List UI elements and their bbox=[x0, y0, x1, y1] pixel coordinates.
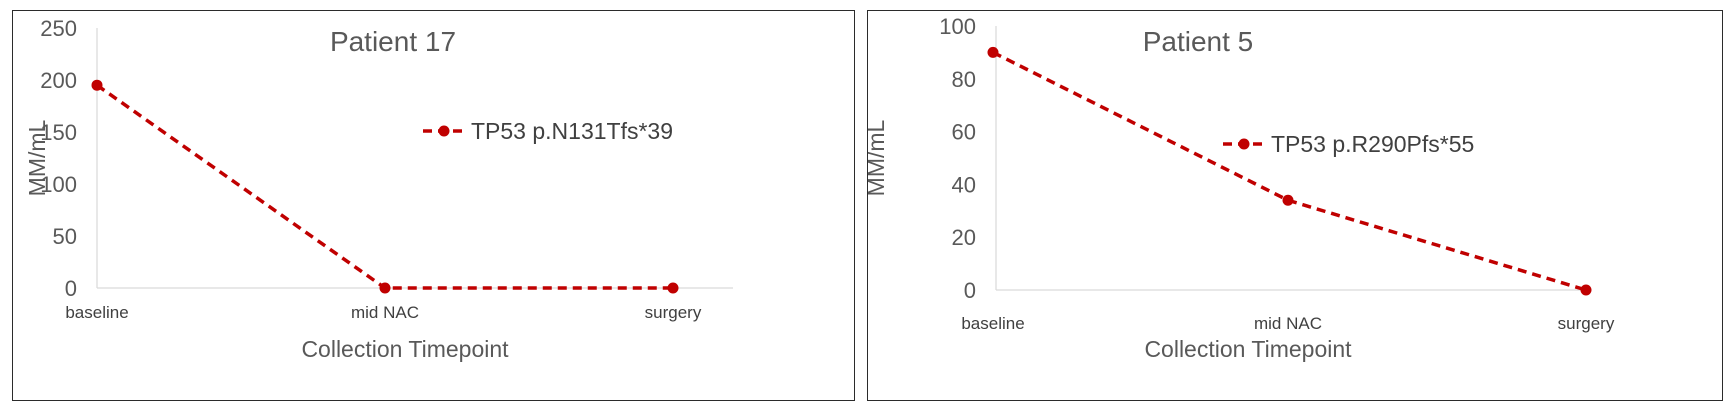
x-tick-label: surgery bbox=[1558, 314, 1615, 333]
y-tick-label: 60 bbox=[952, 120, 976, 145]
legend-swatch-marker bbox=[1238, 138, 1250, 150]
y-tick-label: 40 bbox=[952, 172, 976, 197]
y-tick-label: 150 bbox=[40, 120, 77, 145]
y-tick-label: 80 bbox=[952, 67, 976, 92]
data-point bbox=[667, 282, 679, 294]
x-tick-label: mid NAC bbox=[351, 303, 419, 322]
x-tick-label: mid NAC bbox=[1254, 314, 1322, 333]
y-axis-title: MM/mL bbox=[868, 119, 889, 196]
legend-swatch-marker bbox=[438, 125, 450, 137]
y-tick-label: 250 bbox=[40, 16, 77, 41]
y-tick-label: 0 bbox=[964, 278, 976, 303]
y-tick-label: 0 bbox=[65, 276, 77, 301]
y-tick-label: 200 bbox=[40, 68, 77, 93]
y-axis-title: MM/mL bbox=[24, 119, 50, 196]
y-tick-label: 50 bbox=[53, 224, 77, 249]
series-line bbox=[992, 50, 1587, 292]
x-tick-label: baseline bbox=[961, 314, 1024, 333]
chart-panel-patient-5: Patient 5 0 20 40 60 80 100 baseline mid NAC surg… bbox=[867, 10, 1723, 401]
y-tick-label: 100 bbox=[40, 172, 77, 197]
x-axis-title: Collection Timepoint bbox=[301, 336, 509, 362]
data-point bbox=[987, 46, 999, 58]
y-tick-label: 100 bbox=[939, 14, 976, 39]
chart-panel-patient-17: Patient 17 0 50 100 150 200 250 baseline mid NAC… bbox=[12, 10, 855, 401]
data-point bbox=[379, 282, 391, 294]
line-chart-patient-17: Patient 17 0 50 100 150 200 250 baseline mid NAC… bbox=[24, 16, 733, 362]
x-axis-title: Collection Timepoint bbox=[1144, 336, 1352, 362]
data-point bbox=[1282, 194, 1294, 206]
data-point bbox=[91, 79, 103, 91]
data-point bbox=[1580, 284, 1592, 296]
x-tick-label: baseline bbox=[65, 303, 128, 322]
y-tick-label: 20 bbox=[952, 225, 976, 250]
legend-label: TP53 p.N131Tfs*39 bbox=[471, 118, 673, 144]
x-tick-label: surgery bbox=[645, 303, 702, 322]
chart-title: Patient 17 bbox=[330, 26, 456, 57]
line-chart-patient-5: Patient 5 0 20 40 60 80 100 baseline mid NAC surg… bbox=[868, 14, 1615, 362]
chart-title: Patient 5 bbox=[1143, 26, 1254, 57]
series-line bbox=[95, 83, 673, 290]
legend-label: TP53 p.R290Pfs*55 bbox=[1271, 131, 1474, 157]
